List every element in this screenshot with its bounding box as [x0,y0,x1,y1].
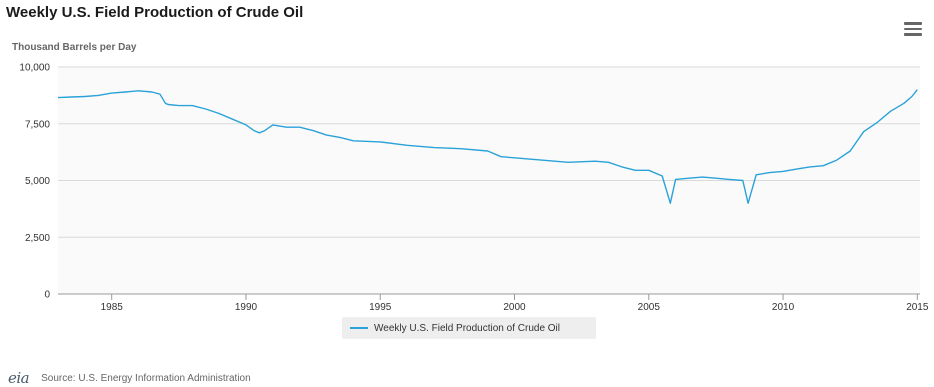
chart-title: Weekly U.S. Field Production of Crude Oi… [6,4,304,21]
y-tick-label: 7,500 [25,119,50,130]
x-axis-ticks: 1985 1990 1995 2000 2005 2010 2015 [101,294,929,313]
x-tick-label: 2000 [503,302,526,313]
source-text: Source: U.S. Energy Information Administ… [41,372,251,384]
legend-item[interactable]: Weekly U.S. Field Production of Crude Oi… [342,317,596,339]
eia-logo: eia [8,369,30,387]
source-footer: eia Source: U.S. Energy Information Admi… [8,369,251,387]
x-tick-label: 1985 [101,302,124,313]
x-tick-label: 1990 [235,302,258,313]
legend-label: Weekly U.S. Field Production of Crude Oi… [374,322,561,334]
grid-lines [58,66,920,238]
y-tick-label: 10,000 [19,63,50,74]
y-tick-label: 5,000 [25,176,50,187]
y-tick-label: 0 [44,290,50,301]
y-axis-ticks: 0 2,500 5,000 7,500 10,000 [19,63,50,301]
legend-swatch [350,327,368,329]
series-line-crude-oil-production[interactable] [57,89,918,204]
x-tick-label: 2015 [906,302,929,313]
x-tick-label: 1995 [369,302,392,313]
x-tick-label: 2005 [638,302,661,313]
y-tick-label: 2,500 [25,233,50,244]
hamburger-menu-icon[interactable] [904,22,922,36]
x-tick-label: 2010 [772,302,795,313]
y-axis-unit-label: Thousand Barrels per Day [12,42,137,53]
